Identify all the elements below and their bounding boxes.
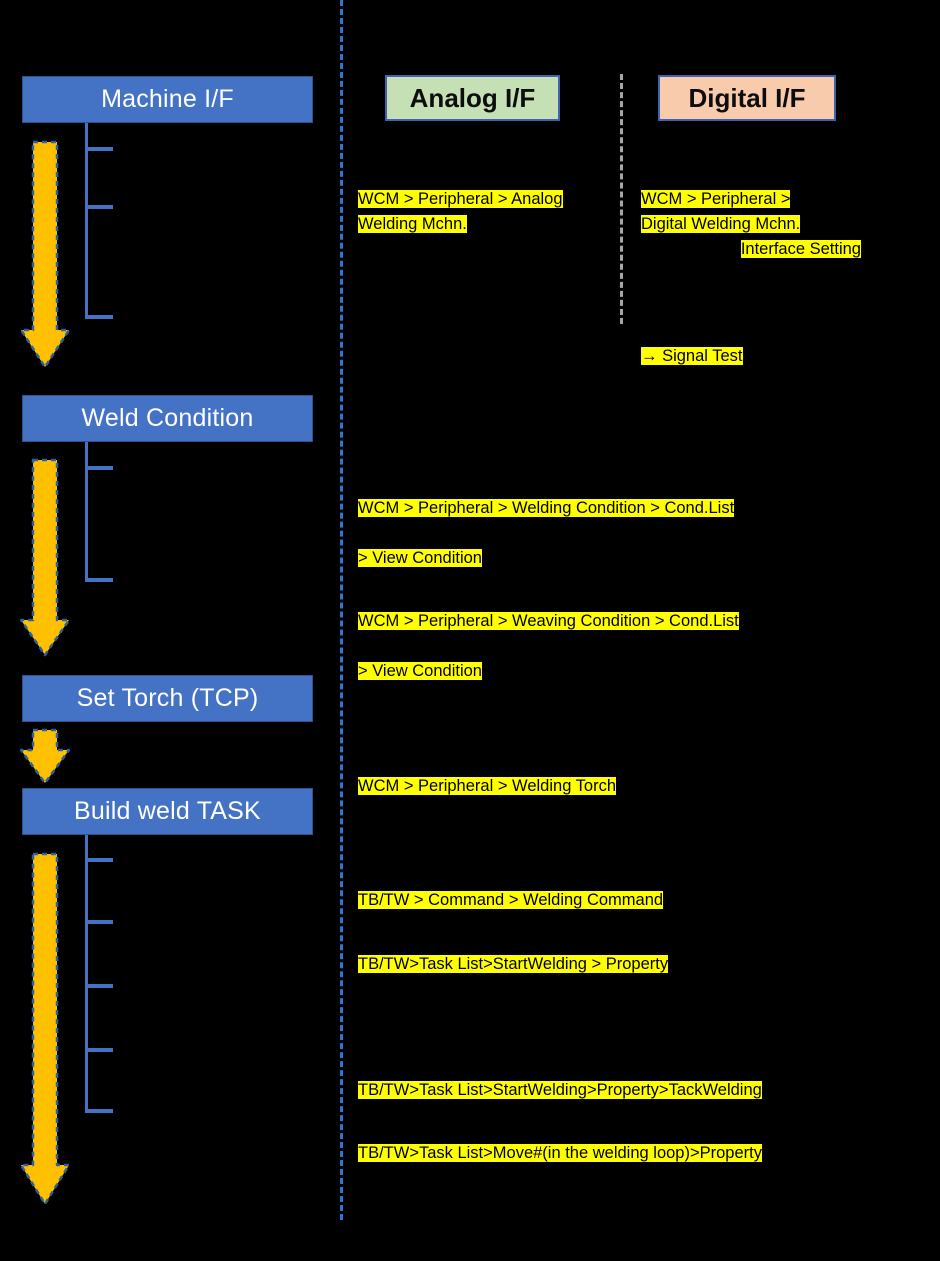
path-view-condition-1: > View Condition [358,549,482,567]
path-welding-condition-list: WCM > Peripheral > Welding Condition > C… [358,499,735,517]
flow-arrow-machine-to-weld [20,140,70,370]
connector-stem-build-weld-task [85,835,88,1113]
connector-tick-build-task-2 [85,920,113,924]
stage-box-weld-condition: Weld Condition [22,395,313,442]
stage-box-machine-if: Machine I/F [22,76,313,123]
path-digital-welding-machine: WCM > Peripheral > Digital Welding Mchn.… [641,187,861,262]
path-analog-welding-machine-line2: Welding Mchn. [358,215,467,233]
path-move-property: TB/TW>Task List>Move#(in the welding loo… [358,1144,762,1162]
path-view-condition-2: > View Condition [358,662,482,680]
path-start-welding-property: TB/TW>Task List>StartWelding > Property [358,955,669,973]
path-analog-welding-machine-line1: WCM > Peripheral > Analog [358,190,563,208]
path-welding-command: TB/TW > Command > Welding Command [358,891,664,909]
path-analog-welding-machine: WCM > Peripheral > Analog Welding Mchn. [358,187,608,237]
header-box-digital: Digital I/F [658,75,836,121]
connector-tick-machine-if-2 [85,205,113,209]
path-weaving-condition-list: WCM > Peripheral > Weaving Condition > C… [358,612,739,630]
connector-stem-weld-condition [85,442,88,582]
path-signal-test: → Signal Test [641,347,743,365]
analog-digital-divider [620,74,623,324]
flow-arrow-weld-to-torch [20,458,70,658]
connector-tick-build-task-5 [85,1109,113,1113]
connector-tick-build-task-1 [85,858,113,862]
connector-tick-weld-condition-2 [85,578,113,582]
path-tack-welding: TB/TW>Task List>StartWelding>Property>Ta… [358,1081,762,1099]
flow-arrow-build-task-down [20,852,70,1207]
connector-tick-weld-condition-1 [85,466,113,470]
stage-box-build-weld-task: Build weld TASK [22,788,313,835]
path-welding-torch: WCM > Peripheral > Welding Torch [358,777,616,795]
flow-arrow-torch-to-task [20,728,70,786]
path-digital-welding-machine-line2: Digital Welding Mchn. [641,215,801,233]
connector-stem-machine-if [85,123,88,319]
connector-tick-machine-if-3 [85,315,113,319]
stage-box-set-torch: Set Torch (TCP) [22,675,313,722]
path-digital-welding-machine-line1: WCM > Peripheral > [641,190,791,208]
header-box-analog: Analog I/F [385,75,560,121]
main-column-divider [340,0,343,1220]
connector-tick-build-task-3 [85,984,113,988]
connector-tick-build-task-4 [85,1048,113,1052]
connector-tick-machine-if-1 [85,147,113,151]
path-digital-welding-machine-line3: Interface Setting [740,240,861,258]
